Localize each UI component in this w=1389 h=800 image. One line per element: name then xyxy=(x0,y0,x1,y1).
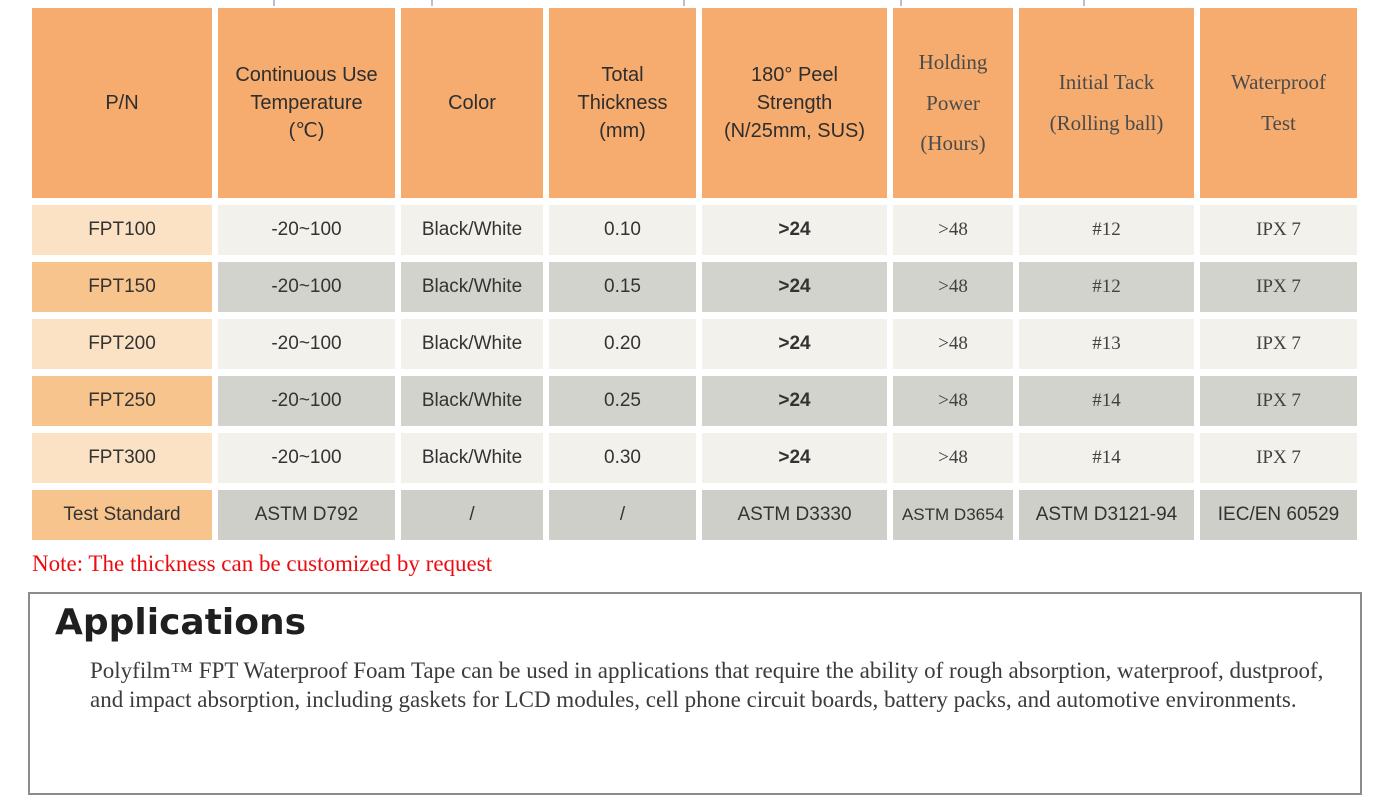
cell-thickness: 0.15 xyxy=(549,262,696,312)
cell-temperature: -20~100 xyxy=(218,376,395,426)
cell-holding: >48 xyxy=(893,205,1013,255)
applications-description: Polyfilm™ FPT Waterproof Foam Tape can b… xyxy=(90,658,1324,712)
header-thickness: Total Thickness (mm) xyxy=(549,8,696,198)
cell-peel: >24 xyxy=(702,205,887,255)
cell-waterproof: IPX 7 xyxy=(1200,376,1357,426)
cell-waterproof: IPX 7 xyxy=(1200,262,1357,312)
cell-waterproof: IPX 7 xyxy=(1200,433,1357,483)
cell-temperature: -20~100 xyxy=(218,205,395,255)
cell-holding: >48 xyxy=(893,262,1013,312)
cell-color: Black/White xyxy=(401,433,543,483)
cell-color: Black/White xyxy=(401,319,543,369)
row-pn-test-standard: Test Standard xyxy=(32,490,212,540)
cell-temperature: -20~100 xyxy=(218,262,395,312)
applications-section: Applications Polyfilm™ FPT Waterproof Fo… xyxy=(28,592,1362,795)
cell-color: Black/White xyxy=(401,205,543,255)
cell-holding: >48 xyxy=(893,376,1013,426)
cell-temperature: -20~100 xyxy=(218,433,395,483)
cell-standard-waterproof: IEC/EN 60529 xyxy=(1200,490,1357,540)
crop-artifact-tick xyxy=(900,0,902,6)
thickness-note: Note: The thickness can be customized by… xyxy=(32,551,493,576)
crop-artifact-tick xyxy=(1083,0,1085,6)
header-holding: Holding Power (Hours) xyxy=(893,8,1013,198)
cell-tack: #12 xyxy=(1019,205,1194,255)
cell-standard-thickness: / xyxy=(549,490,696,540)
header-color: Color xyxy=(401,8,543,198)
row-pn: FPT200 xyxy=(32,319,212,369)
crop-artifact-tick xyxy=(431,0,433,6)
row-pn: FPT100 xyxy=(32,205,212,255)
header-temperature: Continuous Use Temperature (℃) xyxy=(218,8,395,198)
header-peel: 180° Peel Strength (N/25mm, SUS) xyxy=(702,8,887,198)
cell-waterproof: IPX 7 xyxy=(1200,319,1357,369)
cell-tack: #14 xyxy=(1019,376,1194,426)
header-tack: Initial Tack (Rolling ball) xyxy=(1019,8,1194,198)
cell-thickness: 0.25 xyxy=(549,376,696,426)
cell-color: Black/White xyxy=(401,376,543,426)
cell-peel: >24 xyxy=(702,433,887,483)
cell-peel: >24 xyxy=(702,262,887,312)
cell-standard-color: / xyxy=(401,490,543,540)
cell-standard-tack: ASTM D3121-94 xyxy=(1019,490,1194,540)
cell-tack: #13 xyxy=(1019,319,1194,369)
cell-peel: >24 xyxy=(702,319,887,369)
cell-standard-holding: ASTM D3654 xyxy=(893,490,1013,540)
cell-tack: #12 xyxy=(1019,262,1194,312)
cell-color: Black/White xyxy=(401,262,543,312)
cell-holding: >48 xyxy=(893,433,1013,483)
row-pn: FPT250 xyxy=(32,376,212,426)
cell-thickness: 0.10 xyxy=(549,205,696,255)
cell-holding: >48 xyxy=(893,319,1013,369)
header-pn: P/N xyxy=(32,8,212,198)
cell-tack: #14 xyxy=(1019,433,1194,483)
row-pn: FPT150 xyxy=(32,262,212,312)
cell-peel: >24 xyxy=(702,376,887,426)
crop-artifact-tick xyxy=(683,0,685,6)
cell-thickness: 0.20 xyxy=(549,319,696,369)
header-waterproof: Waterproof Test xyxy=(1200,8,1357,198)
row-pn: FPT300 xyxy=(32,433,212,483)
cell-waterproof: IPX 7 xyxy=(1200,205,1357,255)
applications-title: Applications xyxy=(55,602,307,643)
cell-temperature: -20~100 xyxy=(218,319,395,369)
cell-thickness: 0.30 xyxy=(549,433,696,483)
cell-standard-temperature: ASTM D792 xyxy=(218,490,395,540)
crop-artifact-tick xyxy=(273,0,275,6)
cell-standard-peel: ASTM D3330 xyxy=(702,490,887,540)
spec-table: P/N Continuous Use Temperature (℃) Color… xyxy=(32,8,1357,540)
